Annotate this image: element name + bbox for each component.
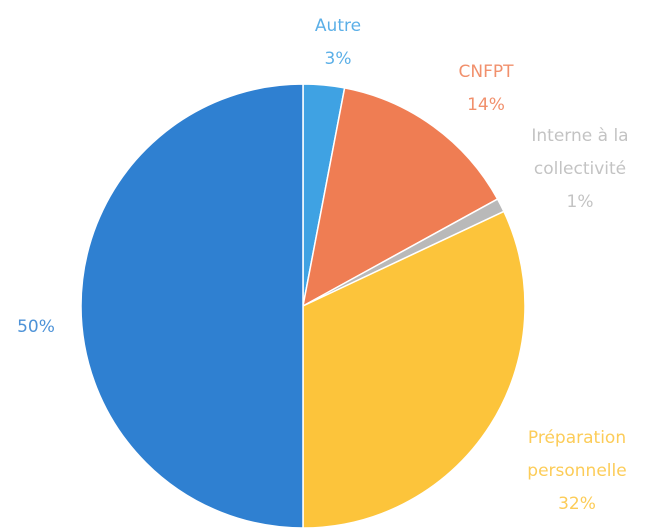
- slice-label: Autre 3%: [278, 10, 398, 76]
- value-label: 1%: [566, 192, 594, 212]
- value-label: 14%: [467, 95, 505, 115]
- category-label: Préparation personnelle: [527, 428, 627, 481]
- category-label: Autre: [314, 16, 362, 36]
- slice-label: 50%: [0, 311, 76, 344]
- pie-slice: [301, 87, 499, 308]
- category-label: CNFPT: [458, 62, 514, 82]
- slice-label: Interne à la collectivité 1%: [515, 120, 645, 219]
- value-label: 50%: [17, 317, 55, 337]
- category-label: Interne à la collectivité: [531, 126, 629, 179]
- value-label: 3%: [324, 49, 352, 69]
- pie-slice: [302, 210, 526, 528]
- value-label: 32%: [558, 494, 596, 514]
- pie-slice: [80, 83, 304, 528]
- slice-label: Préparation personnelle 32%: [512, 422, 642, 521]
- slice-label: CNFPT 14%: [426, 56, 546, 122]
